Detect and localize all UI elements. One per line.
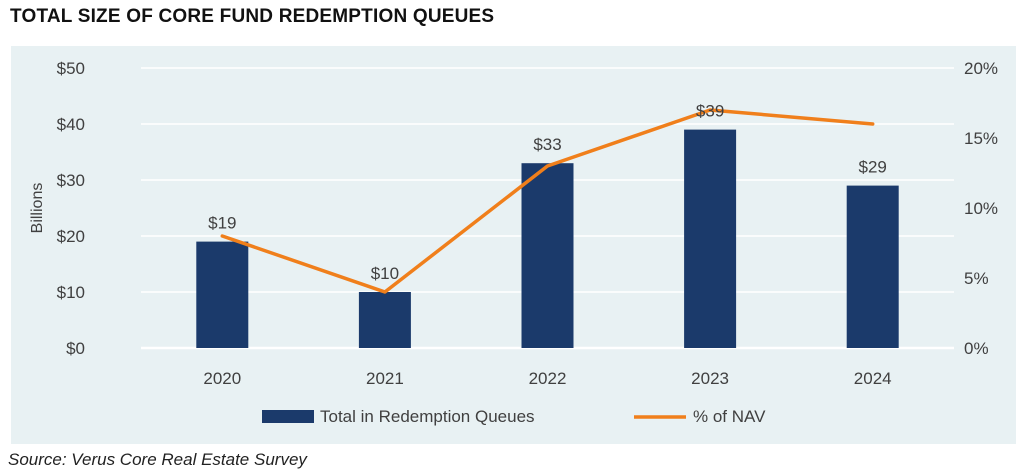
bar-data-label: $33 bbox=[533, 135, 561, 154]
y2-tick-label: 20% bbox=[964, 59, 998, 78]
legend-line-label: % of NAV bbox=[693, 407, 766, 426]
source-note: Source: Verus Core Real Estate Survey bbox=[8, 450, 307, 469]
bar bbox=[196, 241, 249, 348]
line-series bbox=[220, 108, 875, 294]
y2-tick-label: 0% bbox=[964, 339, 989, 358]
bar-data-label: $10 bbox=[371, 264, 399, 283]
axes: $0 $10 $20 $30 $40 $50 0% 5% 10% 15% 20% Billions 20… bbox=[29, 59, 998, 388]
x-tick-label: 2024 bbox=[854, 369, 892, 388]
bar bbox=[358, 292, 411, 348]
bar-data-label: $39 bbox=[696, 102, 724, 121]
chart-panel: $19 $10 $33 $39 $29 $0 $10 $20 $30 $40 $50 0% 5% 10%… bbox=[11, 46, 1016, 444]
y-tick-label: $20 bbox=[57, 227, 85, 246]
y-axis-title: Billions bbox=[29, 183, 46, 234]
legend: Total in Redemption Queues % of NAV bbox=[262, 407, 766, 426]
x-tick-label: 2023 bbox=[691, 369, 729, 388]
x-tick-label: 2021 bbox=[366, 369, 404, 388]
y-tick-label: $0 bbox=[66, 339, 85, 358]
data-labels: $19 $10 $33 $39 $29 bbox=[208, 102, 887, 283]
y-tick-label: $10 bbox=[57, 283, 85, 302]
bar bbox=[684, 129, 737, 348]
bar-data-label: $29 bbox=[859, 158, 887, 177]
x-tick-label: 2022 bbox=[529, 369, 567, 388]
y-tick-label: $50 bbox=[57, 59, 85, 78]
y2-tick-label: 5% bbox=[964, 269, 989, 288]
legend-bar-label: Total in Redemption Queues bbox=[320, 407, 535, 426]
x-tick-label: 2020 bbox=[203, 369, 241, 388]
bar-series bbox=[196, 129, 899, 348]
y2-tick-label: 15% bbox=[964, 129, 998, 148]
bar bbox=[846, 185, 899, 348]
y2-tick-label: 10% bbox=[964, 199, 998, 218]
bar-data-label: $19 bbox=[208, 214, 236, 233]
y-tick-label: $40 bbox=[57, 115, 85, 134]
bar bbox=[521, 163, 574, 348]
legend-bar-swatch bbox=[262, 410, 314, 423]
chart-svg: $19 $10 $33 $39 $29 $0 $10 $20 $30 $40 $50 0% 5% 10%… bbox=[29, 59, 998, 426]
y-tick-label: $30 bbox=[57, 171, 85, 190]
chart-title: TOTAL SIZE OF CORE FUND REDEMPTION QUEUE… bbox=[10, 6, 495, 27]
